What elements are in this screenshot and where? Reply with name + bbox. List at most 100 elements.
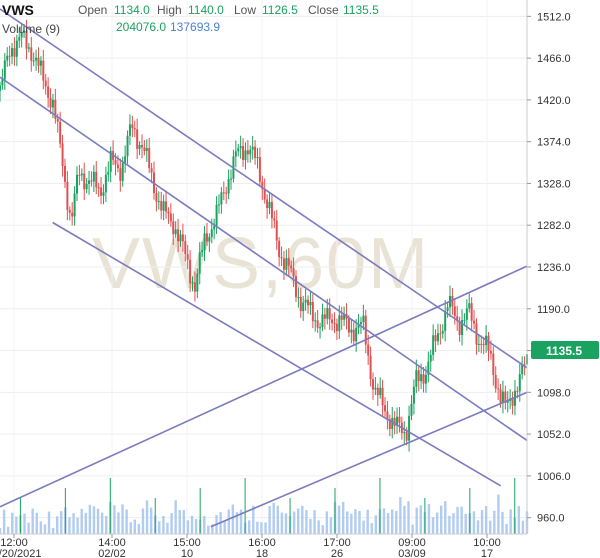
volume-bar — [472, 511, 476, 534]
candle-body — [299, 297, 302, 312]
candle-body — [441, 330, 444, 334]
candle-body — [169, 213, 172, 222]
x-tick-date: 26 — [331, 548, 343, 558]
candle-body — [482, 344, 485, 346]
volume-bar — [125, 509, 128, 534]
low-label: Low — [234, 3, 256, 17]
candle-body — [83, 173, 86, 190]
candle-body — [258, 157, 261, 182]
volume-bar — [341, 501, 345, 534]
candle-body — [102, 192, 105, 196]
volume-bar — [301, 505, 304, 534]
trendline-5[interactable] — [210, 391, 528, 528]
volume-bar — [47, 511, 51, 534]
candle-body — [470, 303, 473, 321]
candle-body — [244, 150, 247, 160]
candle-body — [429, 354, 432, 362]
volume-bar — [297, 508, 300, 534]
close-value: 1135.5 — [343, 3, 379, 17]
volume-bar — [178, 509, 181, 534]
candle-body — [184, 241, 187, 255]
candle-body — [521, 364, 524, 375]
svg-text:1135.5: 1135.5 — [546, 344, 582, 358]
trendline-2[interactable] — [0, 76, 528, 442]
y-tick-label: 1328.0 — [537, 178, 571, 190]
candle-body — [47, 86, 50, 98]
volume-bar — [276, 505, 279, 534]
x-tick-date: 01/20/2021 — [0, 548, 42, 558]
volume-bar — [186, 520, 190, 534]
volume-bar — [366, 509, 369, 534]
volume-bar — [415, 507, 418, 534]
candle-body — [208, 236, 211, 242]
candle-body — [294, 276, 297, 298]
candle-body — [107, 171, 110, 175]
candle-body — [487, 335, 490, 352]
candle-body — [140, 145, 143, 148]
trendline-1[interactable] — [0, 8, 528, 369]
volume-bar — [370, 523, 373, 534]
volume-bar — [117, 512, 120, 534]
trendlines[interactable] — [0, 8, 528, 528]
volume-bar — [80, 508, 83, 534]
volume-bar — [268, 506, 271, 534]
volume-bar — [497, 494, 500, 534]
volume-bar — [239, 509, 243, 534]
open-value: 1134.0 — [114, 3, 150, 17]
volume-bar — [27, 522, 30, 534]
volume-bar — [55, 516, 59, 534]
volume-bar — [448, 515, 451, 534]
volume-bar — [382, 508, 386, 534]
candle-body — [210, 229, 213, 237]
candle-body — [456, 316, 459, 322]
candle-body — [213, 226, 216, 230]
volume-bar — [493, 510, 496, 534]
candle-body — [179, 234, 182, 242]
candle-body — [453, 306, 456, 317]
candle-body — [386, 411, 389, 420]
trendline-4[interactable] — [0, 265, 528, 508]
candle-body — [71, 212, 74, 217]
candle-body — [343, 313, 346, 320]
candle-body — [518, 374, 521, 392]
candle-body — [80, 173, 83, 176]
candle-body — [145, 147, 148, 151]
candle-body — [143, 147, 146, 151]
volume-bar — [68, 517, 71, 534]
volume-bar — [264, 522, 267, 534]
candle-body — [230, 178, 233, 180]
candle-body — [220, 192, 223, 205]
y-tick-label: 1236.0 — [537, 262, 571, 274]
open-label: Open — [78, 3, 107, 17]
candle-body — [1, 79, 4, 86]
x-tick-date: 02/02 — [98, 548, 126, 558]
trendline-3[interactable] — [52, 221, 502, 487]
volume-bar — [313, 510, 316, 534]
candle-body — [371, 379, 374, 390]
y-tick-label: 1098.0 — [537, 387, 571, 399]
candle-body — [420, 374, 423, 382]
candle-body — [381, 387, 384, 406]
x-tick-date: 10 — [181, 548, 193, 558]
candle-body — [436, 333, 439, 342]
volume-bar — [207, 525, 210, 534]
candle-body — [121, 162, 124, 181]
volume-bar — [489, 520, 492, 534]
candle-body — [246, 150, 249, 155]
volume-bar — [223, 521, 226, 534]
candle-body — [227, 179, 230, 194]
volume-bar — [96, 508, 100, 534]
candle-body — [268, 201, 271, 209]
candle-body — [215, 204, 218, 227]
candle-body — [403, 432, 406, 434]
volume-bar — [100, 512, 104, 534]
volume-bar — [92, 506, 96, 534]
volume-bar — [358, 510, 361, 534]
candle-body — [412, 386, 415, 404]
candle-body — [133, 128, 136, 130]
high-label: High — [157, 3, 182, 17]
candle-body — [369, 355, 372, 380]
y-axis-grid — [0, 15, 527, 519]
candle-body — [473, 320, 476, 324]
